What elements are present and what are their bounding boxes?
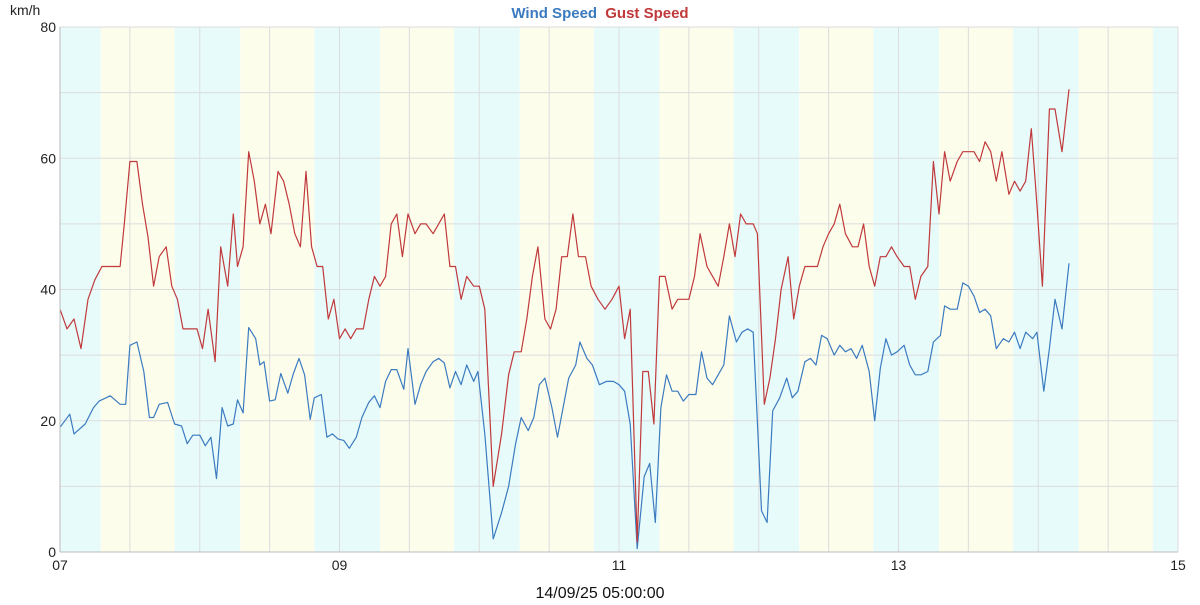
wind-speed-line <box>59 263 1070 550</box>
x-axis-label: 14/09/25 05:00:00 <box>535 585 664 600</box>
title-wind-speed: Wind Speed <box>511 5 597 22</box>
x-tick-label-09: 09 <box>332 557 348 573</box>
chart-title: Wind Speed Gust Speed <box>511 5 688 22</box>
x-tick-label-13: 13 <box>891 557 907 573</box>
x-tick-label-15: 15 <box>1170 557 1186 573</box>
x-tick-label-11: 11 <box>612 557 627 573</box>
gust-speed-line <box>59 89 1070 543</box>
title-gust-speed: Gust Speed <box>605 5 688 22</box>
series-lines <box>59 89 1070 550</box>
y-tick-label-60: 60 <box>40 150 56 166</box>
y-tick-label-80: 80 <box>40 19 56 35</box>
x-tick-label-07: 07 <box>52 557 68 573</box>
y-tick-label-40: 40 <box>40 282 56 298</box>
y-axis-label: km/h <box>10 2 40 18</box>
y-tick-label-0: 0 <box>48 544 56 560</box>
y-tick-label-20: 20 <box>40 413 56 429</box>
axes: 0 20 40 60 80 07 09 11 13 15 <box>40 19 1186 573</box>
